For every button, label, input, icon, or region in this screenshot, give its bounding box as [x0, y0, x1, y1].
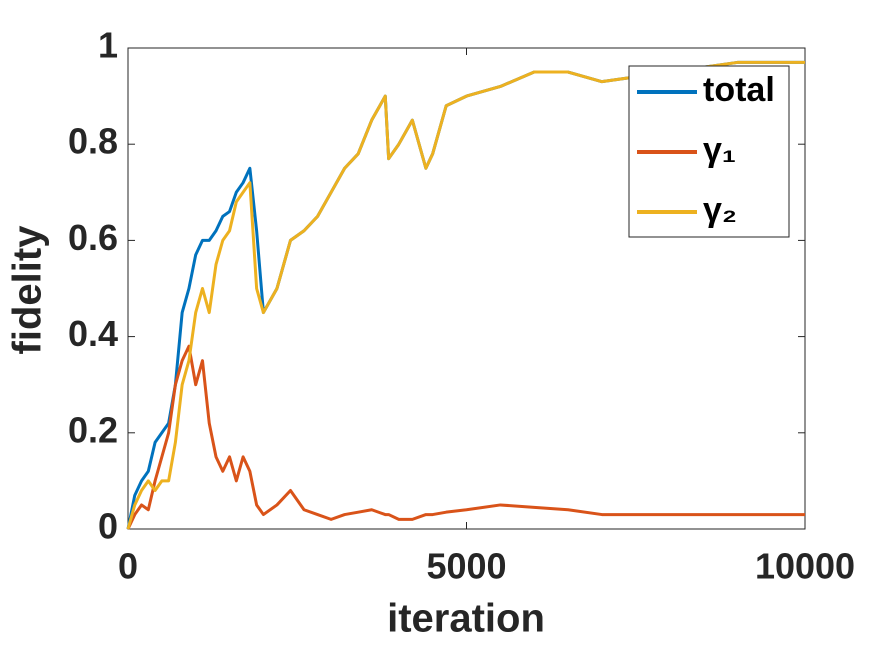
x-tick-label: 5000 — [426, 546, 506, 587]
y-tick-label: 0.2 — [68, 409, 118, 450]
x-tick-label: 0 — [118, 546, 138, 587]
y-tick-label: 0.6 — [68, 217, 118, 258]
legend-label: γ₂ — [703, 191, 737, 229]
y-axis-label: fidelity — [6, 225, 50, 355]
x-axis-label: iteration — [387, 597, 545, 641]
line-series — [126, 344, 805, 530]
legend-label: γ₁ — [703, 131, 736, 169]
y-tick-label: 0.8 — [68, 121, 118, 162]
y-tick-label: 0.4 — [68, 313, 118, 354]
y-tick-label: 0 — [98, 506, 118, 547]
y-tick-label: 1 — [98, 25, 118, 66]
line-series — [126, 60, 805, 530]
legend-label: total — [703, 71, 775, 109]
x-tick-label: 10000 — [755, 546, 855, 587]
